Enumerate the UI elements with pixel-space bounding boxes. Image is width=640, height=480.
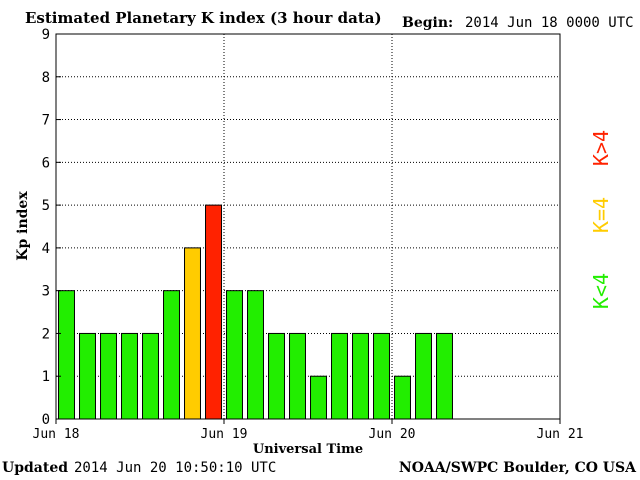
kp-bar <box>268 332 285 420</box>
y-tick-label: 9 <box>42 27 50 43</box>
kp-bar <box>226 290 243 420</box>
legend-above: K>4 <box>589 130 613 166</box>
legend-below: K<4 <box>589 273 613 309</box>
kp-bar <box>121 332 138 420</box>
kp-bar <box>310 375 327 420</box>
kp-bar <box>142 332 159 420</box>
kp-bar <box>247 290 264 420</box>
y-tick-label: 0 <box>42 412 50 428</box>
kp-bar <box>100 332 117 420</box>
y-tick-label: 2 <box>42 326 50 342</box>
chart-title: Estimated Planetary K index (3 hour data… <box>25 9 382 27</box>
kp-bar <box>58 290 75 420</box>
y-tick-label: 7 <box>42 113 50 129</box>
begin-value: 2014 Jun 18 0000 UTC <box>465 15 634 31</box>
legend-equal: K=4 <box>589 197 613 233</box>
y-tick-label: 6 <box>42 155 50 171</box>
y-tick-labels: 0 1 2 3 4 5 6 7 8 9 <box>42 27 61 428</box>
x-tick-label: Jun 21 <box>537 427 584 442</box>
kp-bar <box>394 375 411 420</box>
x-tick-label: Jun 19 <box>201 427 248 442</box>
kp-bar <box>352 332 369 420</box>
kp-bar <box>184 247 201 420</box>
kp-bar <box>415 332 432 420</box>
kp-bar <box>436 332 453 420</box>
begin-label: Begin: <box>402 15 454 31</box>
y-tick-label: 3 <box>42 284 50 300</box>
y-axis-label: Kp index <box>15 191 31 261</box>
y-tick-label: 5 <box>42 198 50 214</box>
y-tick-label: 8 <box>42 70 50 86</box>
x-axis-label: Universal Time <box>253 442 363 457</box>
kp-bar <box>163 290 180 420</box>
updated-value: 2014 Jun 20 10:50:10 UTC <box>74 460 277 476</box>
x-tick-labels: Jun 18 Jun 19 Jun 20 Jun 21 <box>33 419 584 442</box>
kp-bar <box>331 332 348 420</box>
y-tick-label: 4 <box>42 241 50 257</box>
kp-bar <box>205 204 222 420</box>
x-tick-label: Jun 18 <box>33 427 80 442</box>
updated-label: Updated <box>2 460 69 476</box>
kp-bar <box>79 332 96 420</box>
kp-bar <box>289 332 306 420</box>
credit-label: NOAA/SWPC Boulder, CO USA <box>398 460 636 476</box>
x-tick-label: Jun 20 <box>369 427 416 442</box>
kp-bar <box>373 332 390 420</box>
y-tick-label: 1 <box>42 369 50 385</box>
bars-layer <box>58 204 453 420</box>
plot-frame <box>55 33 561 420</box>
